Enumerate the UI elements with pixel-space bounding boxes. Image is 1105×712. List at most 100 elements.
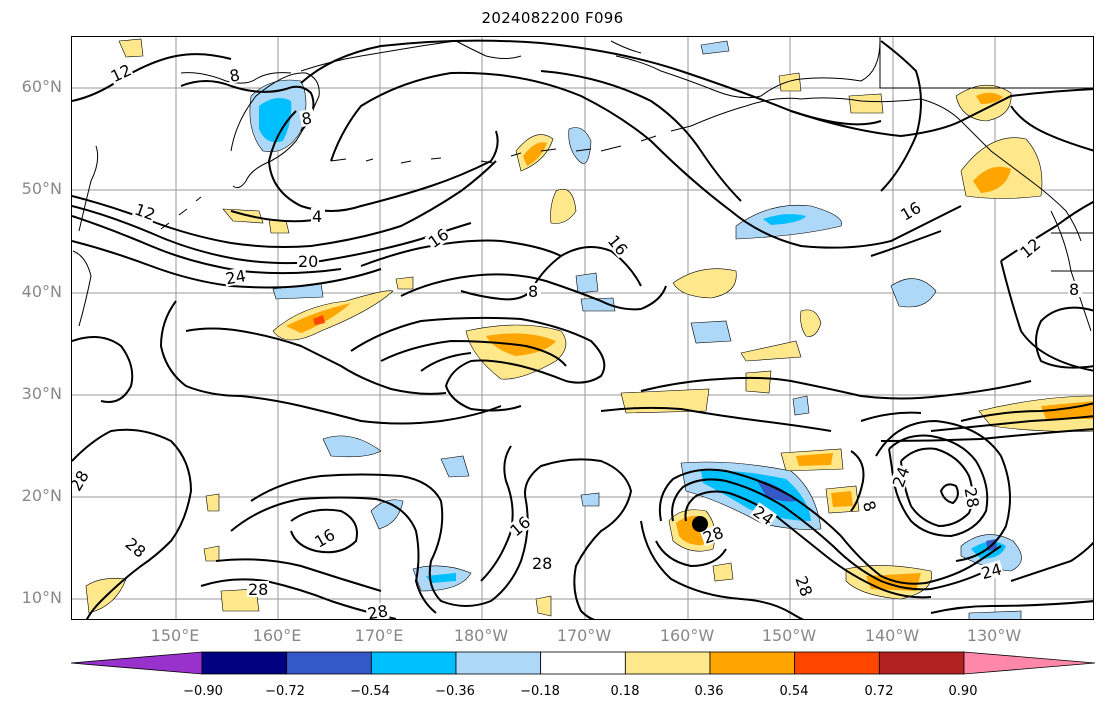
contour-16-main — [330, 71, 962, 267]
lat-label: 60°N — [21, 77, 62, 96]
neg-patch-125w-8 — [968, 610, 1022, 619]
pos-patch-alaska-se-core — [973, 166, 1011, 193]
coast-aleutians — [330, 125, 692, 164]
svg-text:8: 8 — [228, 65, 241, 85]
contour-storm-4 — [640, 520, 804, 619]
pos-patch-170e-45 — [222, 208, 264, 224]
svg-text:16: 16 — [604, 231, 632, 259]
lon-label: 140°W — [864, 626, 920, 645]
pos-patch-bc-core — [976, 92, 1003, 104]
contour-label: 16 — [310, 525, 338, 552]
colorbar-label: −0.72 — [265, 684, 305, 699]
pos-patch-150w-35 — [740, 340, 802, 362]
contour-east-jet — [880, 402, 1093, 442]
colorbar-segment — [201, 651, 288, 675]
neg-patch-172w-20 — [580, 492, 600, 507]
coast-bc-south — [1051, 232, 1093, 272]
contour-28-south — [200, 558, 397, 619]
neg-patch-gulf-core — [763, 214, 806, 225]
svg-text:28: 28 — [791, 573, 816, 599]
contour-label: 12 — [1016, 235, 1044, 263]
contour-storm-1 — [658, 468, 1002, 585]
colorbar-label: −0.36 — [435, 684, 475, 699]
contour-label: 8 — [299, 108, 316, 129]
lat-label: 10°N — [21, 588, 62, 607]
lon-label: 150°W — [761, 626, 817, 645]
pos-patch-140w-12-core — [866, 573, 921, 591]
lon-label: 130°W — [966, 626, 1022, 645]
svg-text:12: 12 — [132, 200, 158, 225]
neg-patch-172w-40 — [575, 272, 599, 294]
pos-patch-147w-24-core — [796, 453, 833, 466]
svg-text:4: 4 — [312, 207, 322, 226]
contour-28-sw — [72, 428, 193, 619]
lat-label: 30°N — [21, 384, 62, 403]
neg-patch-170w-38 — [580, 297, 616, 312]
contour-label: 24 — [978, 559, 1004, 583]
svg-text:8: 8 — [1069, 280, 1079, 299]
svg-text:12: 12 — [1016, 235, 1044, 263]
contour-8-east — [850, 450, 865, 512]
neg-patch-kamchatka-core — [259, 97, 292, 143]
svg-text:28: 28 — [72, 467, 93, 494]
neg-patch-140w-40 — [890, 278, 937, 308]
figure-title: 2024082200 F096 — [481, 9, 624, 27]
lon-label: 170°W — [556, 626, 612, 645]
svg-text:16: 16 — [506, 513, 534, 541]
svg-text:28: 28 — [122, 534, 150, 562]
contour-label: 16 — [604, 231, 632, 259]
contour-8-kamchatka — [180, 80, 315, 132]
colorbar-label: −0.18 — [520, 684, 560, 699]
pos-patch-dateline-42 — [395, 276, 414, 290]
contour-12-canada — [1000, 105, 1093, 372]
contour-label: 16 — [424, 225, 453, 252]
colorbar — [70, 651, 1096, 675]
pos-patch-162w-30 — [620, 388, 710, 414]
neg-patch-150w-30 — [792, 395, 810, 416]
lat-label: 40°N — [21, 282, 62, 301]
contour-label: 28 — [791, 572, 816, 599]
svg-text:28: 28 — [366, 601, 389, 620]
neg-patch-172e-18 — [370, 499, 404, 530]
contour-16-alaska — [540, 70, 942, 257]
colorbar-segment — [878, 651, 965, 675]
pos-patch-155e-15 — [203, 545, 220, 562]
contour-east-small — [939, 483, 959, 505]
contour-label: 28 — [72, 467, 93, 494]
storm-center-marker — [692, 516, 708, 532]
contours — [72, 39, 1093, 619]
contour-label: 28 — [531, 554, 553, 573]
contour-24-jet — [72, 240, 382, 289]
map-svg: 12 8 8 4 12 20 24 16 16 8 16 12 8 28 28 … — [72, 37, 1093, 620]
contour-label: 8 — [859, 497, 881, 517]
contour-storm-2 — [671, 478, 987, 591]
colorbar-segment — [624, 651, 711, 675]
contour-20-jet — [72, 215, 342, 275]
contour-label: 28 — [247, 580, 269, 599]
contour-label: 24 — [223, 266, 248, 288]
lat-label: 20°N — [21, 486, 62, 505]
pos-patch-158e-20 — [205, 493, 220, 512]
svg-text:20: 20 — [298, 252, 318, 271]
svg-text:16: 16 — [425, 225, 453, 252]
svg-text:28: 28 — [532, 554, 552, 573]
contour-tongue-south — [250, 458, 633, 619]
colorbar-label: 0.36 — [694, 684, 724, 699]
colorbar-label: 0.72 — [864, 684, 894, 699]
contour-label: 4 — [311, 207, 325, 226]
contour-swirl-inner — [380, 339, 567, 372]
border-alaska-canada — [879, 37, 1093, 89]
contour-west-loops — [72, 300, 502, 425]
contour-label: 28 — [365, 601, 390, 620]
colorbar-label: −0.54 — [350, 684, 390, 699]
pos-patch-145w-20-core — [831, 491, 853, 507]
contour-label: 12 — [107, 60, 134, 86]
contour-outer-ridge — [300, 39, 1093, 138]
contour-16-sw — [290, 508, 358, 554]
pos-patch-155e-37-red — [313, 315, 325, 325]
pos-patch-160w-42 — [672, 268, 737, 299]
svg-text:28: 28 — [961, 486, 983, 509]
coast-siberia-north — [180, 72, 292, 84]
svg-text:24: 24 — [224, 266, 247, 288]
neg-patch-aleut — [568, 127, 592, 164]
